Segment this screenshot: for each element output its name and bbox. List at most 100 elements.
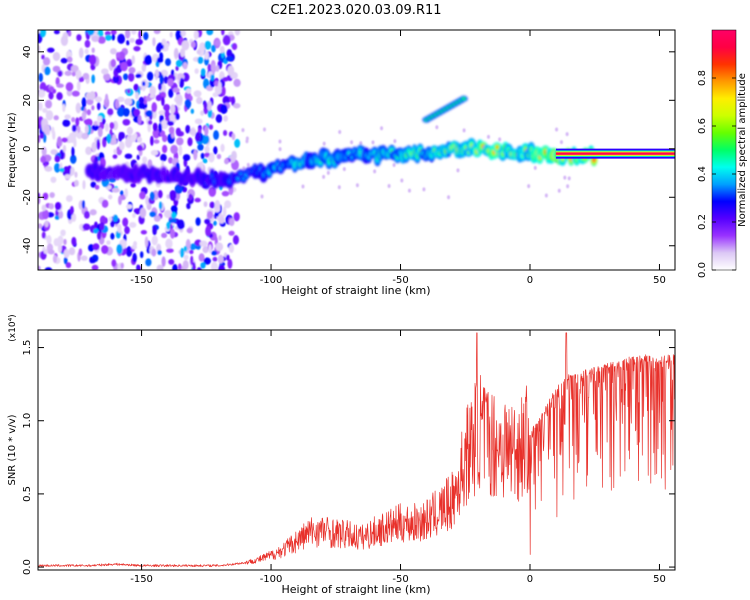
noise-blob: [103, 73, 111, 81]
noise-blob: [46, 47, 55, 53]
noise-blob: [170, 212, 177, 219]
noise-blob: [91, 141, 97, 153]
noise-blob: [209, 77, 216, 88]
ridge-blob: [593, 158, 595, 162]
noise-blob: [42, 192, 49, 200]
noise-blob: [135, 91, 139, 100]
noise-blob: [112, 75, 120, 84]
noise-blob: [108, 194, 113, 200]
noise-blob: [125, 137, 133, 148]
noise-blob: [222, 95, 230, 105]
noise-blob: [163, 75, 168, 84]
noise-blob: [93, 228, 99, 234]
noise-blob: [52, 65, 61, 73]
noise-blob: [222, 206, 227, 217]
noise-blob: [53, 115, 59, 121]
noise-blob: [187, 137, 193, 147]
noise-blob: [231, 96, 236, 107]
noise-blob: [151, 248, 157, 257]
noise-blob: [163, 104, 171, 112]
noise-blob: [135, 38, 143, 46]
noise-blob: [133, 132, 138, 139]
noise-blob: [189, 243, 196, 251]
noise-blob: [213, 130, 219, 140]
noise-blob: [260, 194, 264, 199]
noise-blob: [38, 44, 41, 54]
noise-blob: [96, 138, 101, 150]
noise-blob: [105, 34, 112, 41]
noise-blob: [141, 64, 147, 72]
noise-blob: [124, 226, 130, 235]
noise-blob: [132, 213, 136, 219]
colorbar-ticks: 0.0 0.2 0.4 0.6 0.8: [697, 70, 736, 278]
noise-blob: [139, 191, 146, 200]
spectrogram-x-tick-label: -150: [130, 275, 153, 286]
noise-blob: [205, 225, 211, 237]
noise-blob: [71, 117, 76, 123]
noise-blob: [227, 65, 235, 76]
noise-blob: [42, 57, 51, 66]
noise-blob: [155, 94, 162, 102]
noise-blob: [166, 120, 174, 126]
noise-blob: [56, 92, 63, 101]
noise-blob: [78, 47, 84, 59]
colorbar-label: Normalized spectral amplitude: [737, 73, 748, 227]
noise-blob: [50, 149, 58, 155]
noise-blob: [90, 64, 95, 70]
noise-blob: [217, 81, 222, 90]
colorbar-tick-label: 0.4: [697, 166, 708, 182]
noise-blob: [44, 66, 51, 76]
noise-blob: [38, 134, 41, 144]
noise-blob: [119, 131, 125, 140]
noise-blob: [82, 223, 91, 231]
noise-blob: [61, 137, 68, 143]
noise-blob: [114, 99, 120, 109]
noise-blob: [301, 184, 305, 189]
snr-y-tick-label: 1.5: [22, 340, 33, 356]
noise-blob: [91, 258, 96, 264]
noise-blob: [189, 249, 194, 255]
noise-blob: [175, 59, 183, 68]
noise-blob: [223, 115, 228, 122]
noise-blob: [44, 267, 53, 270]
noise-blob: [211, 44, 216, 53]
noise-blob: [62, 119, 71, 127]
noise-blob: [68, 247, 76, 256]
noise-blob: [145, 258, 152, 267]
noise-blob: [278, 147, 282, 152]
noise-blob: [563, 175, 567, 180]
noise-blob: [91, 47, 95, 54]
snr-y-tick-label: 0.0: [22, 559, 33, 575]
snr-x-tick-label: 50: [653, 574, 666, 585]
snr-y-multiplier: (x10⁴): [8, 314, 18, 341]
noise-blob: [176, 219, 185, 230]
snr-series-line: [38, 332, 675, 568]
noise-blob: [203, 101, 208, 110]
noise-blob: [150, 135, 154, 146]
noise-blob: [179, 77, 185, 88]
noise-blob: [168, 218, 177, 223]
noise-blob: [160, 153, 167, 162]
branch-blob: [461, 97, 466, 101]
noise-blob: [169, 31, 173, 38]
noise-blob: [39, 133, 45, 139]
noise-blob: [241, 128, 245, 133]
noise-blob: [322, 174, 326, 179]
noise-blob: [193, 90, 202, 98]
noise-blob: [138, 102, 145, 109]
noise-blob: [225, 56, 233, 62]
noise-blob: [218, 235, 222, 241]
noise-blob: [126, 88, 131, 94]
noise-blob: [216, 153, 222, 160]
noise-blob: [533, 165, 537, 170]
noise-blob: [215, 242, 224, 252]
noise-blob: [218, 216, 225, 224]
noise-blob: [145, 195, 150, 206]
noise-blob: [110, 220, 115, 228]
ridge-blob: [242, 177, 245, 180]
spectrogram-frame: [37, 29, 676, 271]
noise-blob: [112, 154, 118, 159]
noise-blob: [233, 212, 240, 222]
noise-blob: [175, 65, 179, 71]
